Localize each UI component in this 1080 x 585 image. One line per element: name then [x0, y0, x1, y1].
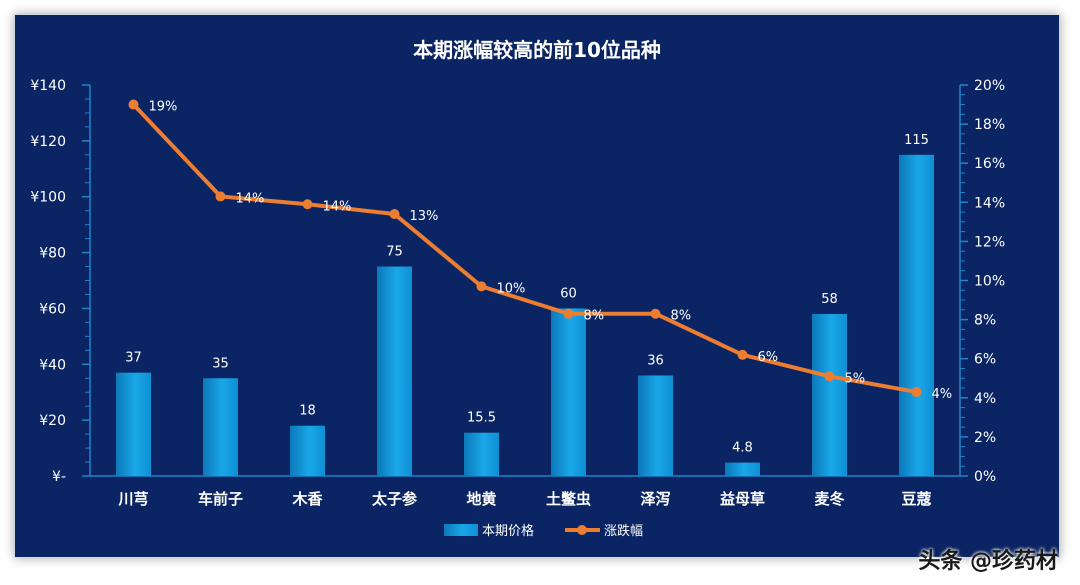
bar	[290, 425, 325, 476]
bar-data-label: 15.5	[467, 411, 496, 426]
line-data-label: 13%	[410, 209, 439, 224]
category-label: 太子参	[372, 490, 418, 508]
line-point	[911, 386, 922, 397]
category-label: 土鳖虫	[546, 490, 591, 508]
line-path	[132, 103, 917, 394]
line-data-label: 14%	[236, 191, 265, 206]
line-point	[650, 308, 661, 319]
axes: ¥-¥20¥40¥60¥80¥100¥120¥1400%2%4%6%8%10%1…	[30, 78, 1005, 508]
left-tick-label: ¥80	[39, 246, 66, 262]
chart-frame	[14, 14, 1060, 558]
category-label: 车前子	[198, 490, 243, 508]
bar	[116, 372, 151, 476]
left-tick-label: ¥20	[39, 413, 66, 429]
legend: 本期价格 涨跌幅	[444, 523, 643, 539]
bar-data-label: 4.8	[732, 441, 753, 456]
legend-line-label: 涨跌幅	[604, 523, 643, 539]
left-tick-label: ¥120	[30, 134, 66, 150]
category-label: 豆蔻	[901, 490, 931, 508]
bar-data-label: 37	[125, 351, 142, 366]
line-point	[476, 281, 487, 292]
right-tick-label: 16%	[974, 156, 1005, 172]
right-tick-label: 12%	[974, 234, 1005, 250]
bar	[638, 375, 673, 476]
bar-labels: 37 35 18 75 15.5 60 36 4.8 58 115	[125, 133, 929, 456]
category-label: 川芎	[117, 490, 148, 508]
line-data-label: 8%	[671, 309, 692, 324]
bar-data-label: 36	[647, 353, 664, 368]
bars	[116, 154, 934, 477]
bar	[725, 462, 760, 476]
left-tick-label: ¥100	[30, 190, 66, 206]
category-label: 泽泻	[640, 490, 670, 508]
legend-line-marker	[577, 525, 587, 535]
bar-data-label: 35	[212, 356, 229, 371]
line-point	[389, 209, 400, 220]
right-tick-label: 20%	[974, 78, 1005, 94]
right-tick-label: 14%	[974, 195, 1005, 211]
category-label: 益母草	[720, 490, 765, 508]
right-tick-label: 0%	[974, 469, 996, 485]
bar-data-label: 18	[299, 404, 316, 419]
line-data-label: 19%	[149, 100, 178, 115]
left-tick-label: ¥-	[52, 469, 66, 485]
left-tick-label: ¥40	[39, 357, 66, 373]
bar-data-label: 58	[821, 292, 838, 307]
line-point	[563, 308, 574, 319]
right-tick-label: 18%	[974, 117, 1005, 133]
line-data-label: 5%	[845, 371, 866, 386]
bar	[464, 432, 499, 476]
bar	[899, 154, 934, 477]
right-tick-label: 2%	[974, 430, 996, 446]
legend-bar-label: 本期价格	[482, 523, 534, 539]
bar	[203, 378, 238, 476]
right-tick-label: 4%	[974, 391, 996, 407]
line-data-label: 10%	[497, 281, 526, 296]
line-point	[215, 191, 226, 202]
left-tick-label: ¥140	[30, 78, 66, 94]
line-data-label: 4%	[932, 387, 953, 402]
category-label: 地黄	[466, 490, 496, 508]
bar-data-label: 115	[904, 133, 929, 148]
right-tick-label: 8%	[974, 313, 996, 329]
bar-data-label: 75	[386, 245, 403, 260]
watermark-text: 头条 @珍药材	[918, 549, 1058, 574]
bar	[551, 308, 586, 476]
category-label: 麦冬	[814, 490, 844, 508]
category-label: 木香	[291, 490, 322, 508]
line-point	[302, 199, 313, 210]
line-point	[128, 99, 139, 110]
line-data-label: 8%	[584, 309, 605, 324]
bar-data-label: 60	[560, 286, 577, 301]
line-point	[824, 371, 835, 382]
chart-title: 本期涨幅较高的前10位品种	[413, 38, 661, 62]
bar	[812, 314, 847, 476]
left-tick-label: ¥60	[39, 301, 66, 317]
line-point	[737, 349, 748, 360]
right-tick-label: 6%	[974, 352, 996, 368]
line-series: 19% 14% 14% 13% 10% 8% 8% 6% 5% 4%	[128, 99, 953, 402]
right-tick-label: 10%	[974, 274, 1005, 290]
line-data-label: 6%	[758, 350, 779, 365]
legend-bar-swatch	[444, 524, 478, 536]
bar	[377, 266, 412, 476]
line-data-label: 14%	[323, 199, 352, 214]
